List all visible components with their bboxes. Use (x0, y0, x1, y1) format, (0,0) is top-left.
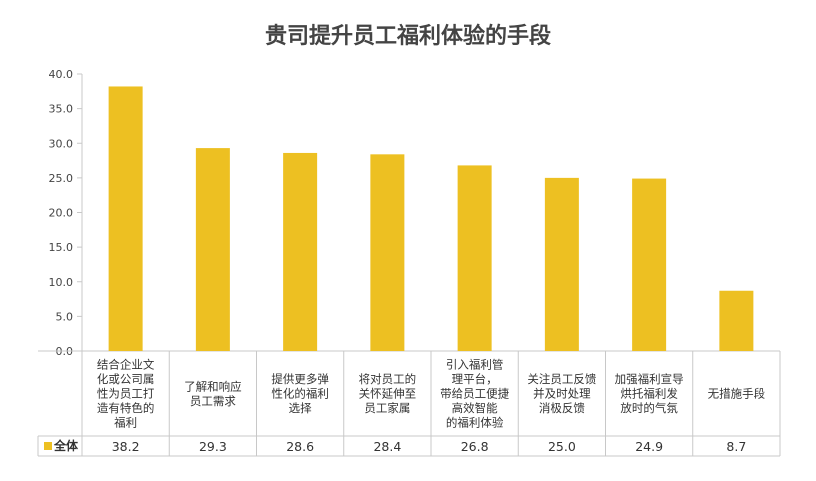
category-label: 引入福利管理平台，带给员工便捷高效智能的福利体验 (440, 358, 509, 430)
category-label-line: 的福利体验 (446, 416, 504, 430)
category-label-line: 将对员工的 (359, 372, 417, 386)
y-tick-label: 20.0 (49, 207, 74, 220)
y-tick-label: 10.0 (49, 276, 74, 289)
bar (108, 86, 143, 351)
category-label-line: 结合企业文 (97, 358, 155, 372)
category-label-line: 性化的福利 (271, 387, 329, 401)
data-value-label: 26.8 (461, 439, 489, 454)
category-label-line: 高效智能 (452, 401, 498, 415)
y-tick-label: 30.0 (49, 137, 74, 150)
y-tick-label: 5.0 (56, 310, 74, 323)
bar (457, 165, 492, 351)
category-label-line: 造有特色的 (97, 401, 155, 415)
data-value-label: 28.4 (373, 439, 401, 454)
category-label-line: 选择 (289, 401, 312, 415)
category-label-line: 无措施手段 (708, 387, 766, 401)
data-value-label: 28.6 (286, 439, 314, 454)
category-label-line: 加强福利宣导 (615, 372, 684, 386)
bar (544, 177, 579, 351)
data-value-label: 29.3 (199, 439, 227, 454)
category-label: 关注员工反馈并及时处理消极反馈 (527, 372, 596, 415)
category-label-line: 员工需求 (190, 394, 236, 408)
data-value-label: 25.0 (548, 439, 576, 454)
data-value-label: 38.2 (112, 439, 140, 454)
category-label-line: 并及时处理 (533, 387, 591, 401)
chart-title: 贵司提升员工福利体验的手段 (264, 24, 551, 49)
y-tick-label: 25.0 (49, 172, 74, 185)
category-label-line: 理平台， (452, 372, 498, 386)
category-label: 加强福利宣导烘托福利发放时的气氛 (615, 372, 684, 415)
category-label: 将对员工的关怀延伸至员工家属 (359, 372, 417, 415)
category-label-line: 引入福利管 (446, 358, 504, 372)
y-tick-label: 40.0 (49, 68, 74, 81)
category-label-line: 员工家属 (364, 401, 410, 415)
category-label-line: 福利 (114, 416, 137, 430)
category-label: 提供更多弹性化的福利选择 (271, 372, 329, 415)
bar (632, 178, 667, 351)
category-label-line: 提供更多弹 (271, 372, 329, 386)
category-label-line: 了解和响应 (184, 379, 242, 393)
y-tick-label: 15.0 (49, 241, 74, 254)
category-label-line: 消极反馈 (539, 401, 585, 415)
category-label-line: 带给员工便捷 (440, 387, 509, 401)
bar (283, 152, 318, 351)
category-label-line: 烘托福利发 (620, 387, 678, 401)
bar (719, 290, 754, 351)
data-value-label: 8.7 (726, 439, 746, 454)
category-label-line: 关注员工反馈 (527, 372, 596, 386)
legend-swatch (44, 442, 52, 450)
category-label-line: 放时的气氛 (620, 401, 678, 415)
category-label: 无措施手段 (708, 387, 766, 401)
bar (195, 148, 230, 351)
category-label-line: 化或公司属 (97, 372, 155, 386)
y-tick-label: 35.0 (49, 103, 74, 116)
category-label: 了解和响应员工需求 (184, 379, 242, 408)
legend-label: 全体 (53, 438, 79, 453)
bar (370, 154, 405, 351)
category-label-line: 性为员工打 (97, 387, 155, 401)
category-label-line: 关怀延伸至 (359, 387, 417, 401)
data-value-label: 24.9 (635, 439, 663, 454)
category-label: 结合企业文化或公司属性为员工打造有特色的福利 (97, 358, 155, 430)
